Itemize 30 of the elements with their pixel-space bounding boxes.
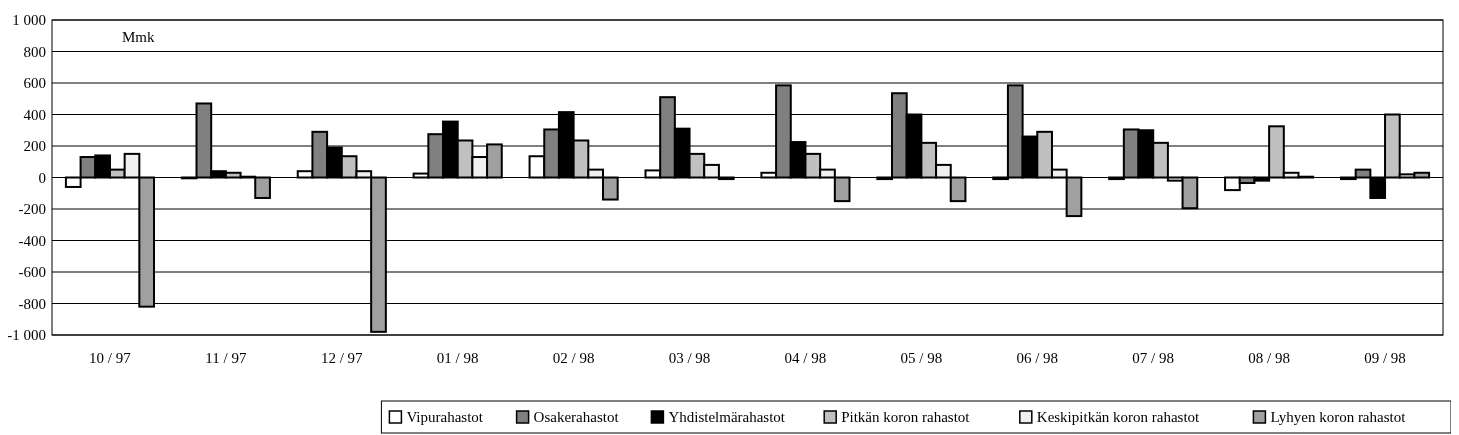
y-tick-label: 200: [23, 138, 46, 155]
y-tick-label: -200: [18, 201, 46, 218]
x-tick-label: 05 / 98: [900, 350, 943, 366]
annotation: Mmk: [122, 29, 155, 45]
x-tick-label: 04 / 98: [784, 350, 827, 366]
x-tick-label: 09 / 98: [1364, 350, 1406, 366]
x-tick-label: 02 / 98: [552, 350, 595, 366]
x-tick-label: 06 / 98: [1016, 350, 1059, 366]
y-tick-label: 1 000: [12, 12, 46, 29]
legend-label: Yhdistelmärahastot: [668, 409, 786, 425]
y-tick-label: 800: [23, 43, 46, 60]
y-tick-label: 600: [23, 75, 46, 92]
legend-label: Lyhyen koron rahastot: [1270, 409, 1407, 425]
x-tick-label: 12 / 97: [320, 350, 364, 366]
legend-label: Osakerahastot: [533, 409, 620, 425]
legend-label: Keskipitkän koron rahastot: [1036, 409, 1201, 425]
x-tick-label: 01 / 98: [436, 350, 479, 366]
y-tick-label: -600: [18, 264, 46, 281]
y-tick-label: 0: [38, 169, 46, 186]
y-tick-label: -800: [18, 295, 46, 312]
legend-label: Vipurahastot: [406, 409, 484, 425]
x-tick-label: 08 / 98: [1248, 350, 1290, 366]
y-tick-label: -1 000: [7, 327, 46, 344]
x-tick-label: 03 / 98: [668, 350, 711, 366]
x-tick-label: 10 / 97: [89, 350, 132, 366]
x-tick-label: 07 / 98: [1132, 350, 1175, 366]
x-tick-label: 11 / 97: [205, 350, 247, 366]
y-tick-label: 400: [23, 106, 46, 123]
legend-label: Pitkän koron rahastot: [841, 409, 971, 425]
y-tick-label: -400: [18, 232, 46, 249]
